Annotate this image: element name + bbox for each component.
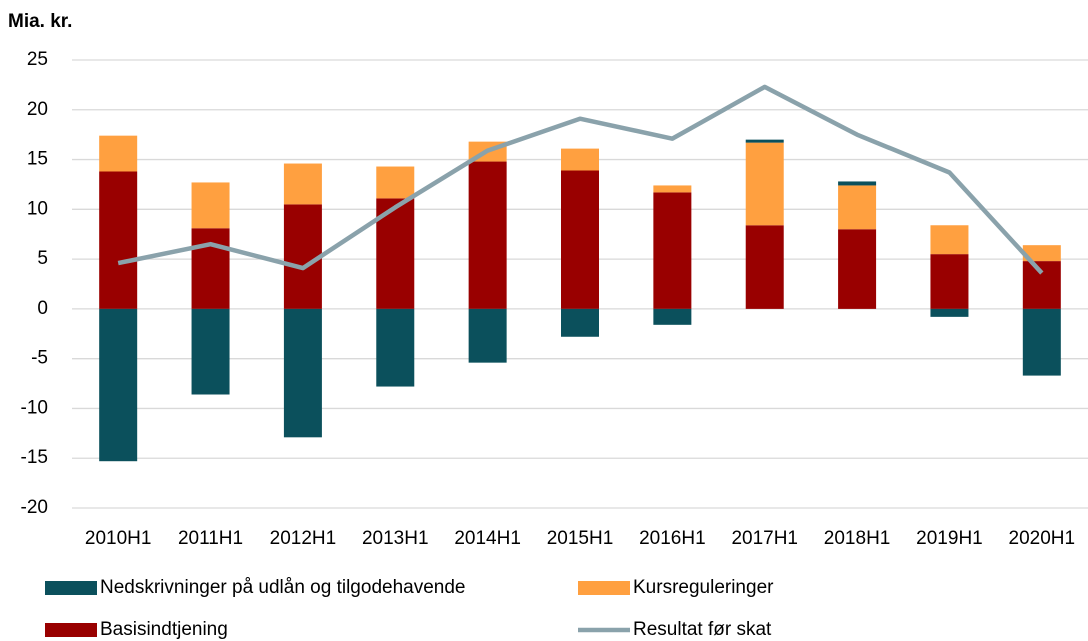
legend-label: Kursreguleringer xyxy=(633,577,774,598)
legend-swatch xyxy=(578,581,630,595)
bar xyxy=(561,148,599,171)
bar xyxy=(1022,245,1061,262)
legend-label: Nedskrivninger på udlån og tilgodehavend… xyxy=(100,577,465,598)
bar xyxy=(376,166,415,199)
chart-title: Mia. kr. xyxy=(8,11,72,32)
y-tick-label: 15 xyxy=(27,149,48,170)
y-tick-label: 25 xyxy=(27,49,48,70)
legend-swatch xyxy=(45,581,97,595)
x-tick-label: 2014H1 xyxy=(454,528,521,549)
bar xyxy=(283,308,322,438)
bar xyxy=(653,192,692,309)
y-tick-label: 5 xyxy=(37,248,48,269)
line xyxy=(117,84,1044,275)
bar xyxy=(99,308,138,462)
y-tick-label: -10 xyxy=(21,397,48,418)
legend-label: Basisindtjening xyxy=(100,619,228,640)
bar xyxy=(191,308,230,395)
y-tick-label: 10 xyxy=(27,198,48,219)
bar xyxy=(561,170,599,309)
x-tick-label: 2016H1 xyxy=(639,528,706,549)
legend-label: Resultat før skat xyxy=(633,619,772,640)
bar xyxy=(838,181,877,186)
x-tick-label: 2018H1 xyxy=(824,528,891,549)
x-tick-label: 2015H1 xyxy=(547,528,614,549)
y-tick-label: 20 xyxy=(27,99,48,120)
bar xyxy=(191,182,230,229)
legend-swatch xyxy=(45,623,97,637)
bar xyxy=(930,308,969,317)
y-tick-label: -5 xyxy=(31,348,48,369)
bar xyxy=(99,171,138,309)
bar xyxy=(838,229,877,309)
bar xyxy=(561,308,599,337)
bar xyxy=(468,308,507,363)
bar xyxy=(745,139,784,143)
bar xyxy=(838,185,877,230)
bar xyxy=(930,225,969,255)
bar xyxy=(930,254,969,309)
y-tick-label: -15 xyxy=(21,447,48,468)
x-tick-label: 2017H1 xyxy=(731,528,798,549)
y-tick-label: 0 xyxy=(37,298,48,319)
x-tick-label: 2012H1 xyxy=(270,528,337,549)
bar xyxy=(283,204,322,309)
x-tick-label: 2011H1 xyxy=(178,528,243,549)
x-tick-label: 2020H1 xyxy=(1009,528,1076,549)
y-tick-label: -20 xyxy=(21,497,48,518)
x-tick-label: 2013H1 xyxy=(362,528,429,549)
x-tick-label: 2019H1 xyxy=(916,528,983,549)
x-tick-label: 2010H1 xyxy=(85,528,152,549)
bar xyxy=(745,225,784,309)
bar xyxy=(99,135,138,172)
bar xyxy=(1022,308,1061,376)
bar xyxy=(283,163,322,205)
bar xyxy=(653,308,692,325)
bar xyxy=(1022,261,1061,309)
bar xyxy=(191,228,230,309)
bar xyxy=(468,161,507,309)
bar xyxy=(745,142,784,226)
bar xyxy=(376,308,415,387)
bar xyxy=(653,185,692,193)
